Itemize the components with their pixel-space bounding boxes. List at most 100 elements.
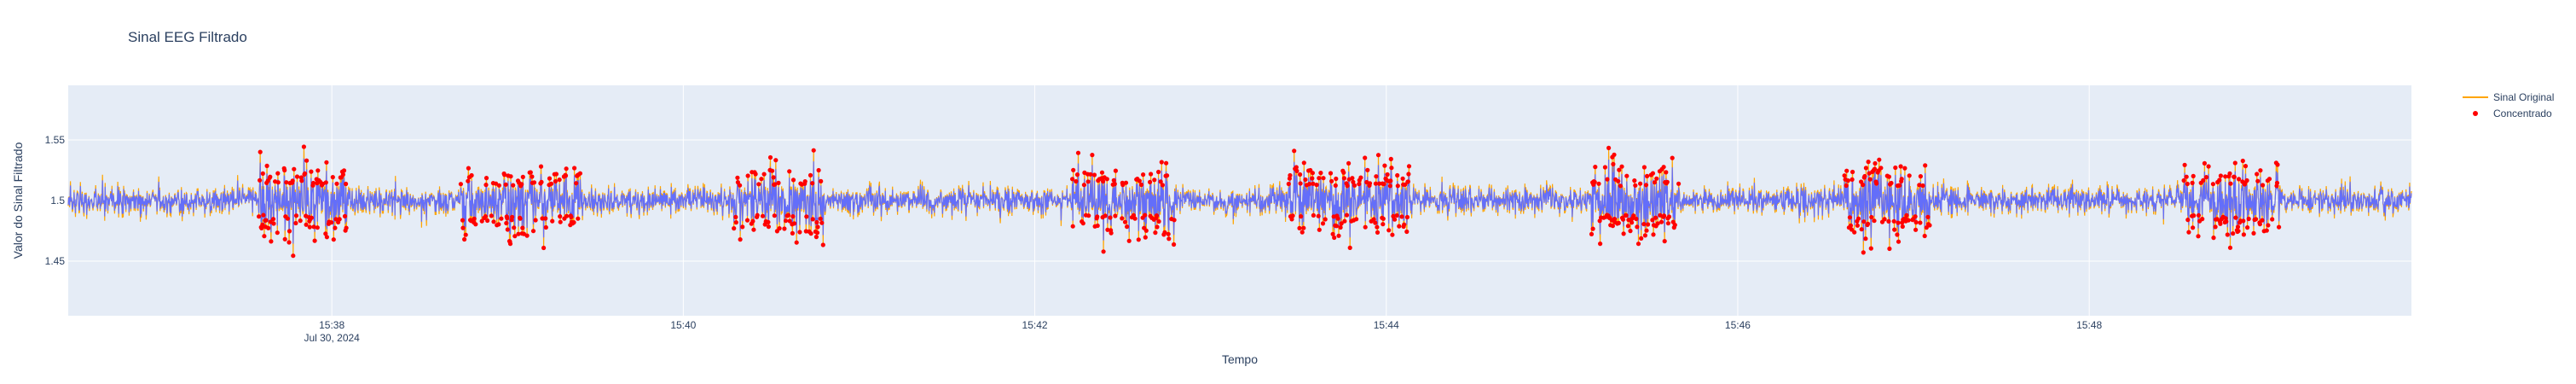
concentrado-point — [1330, 231, 1335, 236]
concentrado-point — [756, 182, 761, 187]
concentrado-point — [2217, 177, 2222, 183]
concentrado-point — [258, 177, 263, 183]
concentrado-point — [1113, 168, 1118, 173]
concentrado-point — [270, 217, 276, 222]
concentrado-point — [1377, 181, 1382, 186]
concentrado-point — [507, 241, 513, 247]
concentrado-point — [1120, 216, 1125, 221]
concentrado-point — [1397, 224, 1402, 229]
concentrado-point — [1375, 224, 1380, 230]
concentrado-point — [1672, 223, 1677, 228]
concentrado-point — [1358, 175, 1363, 180]
concentrado-point — [1329, 178, 1334, 183]
concentrado-point — [1666, 214, 1672, 219]
concentrado-point — [304, 158, 310, 163]
concentrado-point — [1086, 213, 1091, 218]
concentrado-point — [1589, 231, 1595, 236]
concentrado-point — [2228, 181, 2233, 186]
concentrado-point — [275, 230, 280, 236]
concentrado-point — [767, 154, 773, 160]
concentrado-point — [1297, 225, 1302, 230]
concentrado-point — [1617, 167, 1622, 172]
concentrado-point — [1392, 217, 1398, 222]
concentrado-point — [1149, 172, 1154, 177]
concentrado-point — [1298, 181, 1303, 186]
concentrado-point — [761, 172, 767, 177]
concentrado-point — [1610, 224, 1615, 229]
concentrado-point — [1328, 171, 1334, 176]
concentrado-point — [1365, 167, 1370, 172]
concentrado-point — [564, 166, 569, 172]
concentrado-point — [264, 163, 269, 168]
concentrado-point — [499, 216, 504, 221]
concentrado-point — [1399, 214, 1404, 219]
concentrado-point — [1896, 239, 1902, 244]
concentrado-point — [1882, 217, 1887, 222]
concentrado-point — [1131, 212, 1137, 218]
concentrado-point — [1406, 172, 1411, 177]
concentrado-point — [2277, 224, 2282, 230]
concentrado-point — [553, 178, 559, 184]
concentrado-point — [541, 245, 547, 251]
legend-item-sinal-original[interactable]: Sinal Original — [2463, 91, 2554, 103]
legend-item-concentrado[interactable]: Concentrado — [2473, 108, 2552, 119]
concentrado-point — [732, 226, 737, 231]
concentrado-point — [766, 224, 772, 230]
concentrado-point — [1650, 218, 1655, 223]
concentrado-point — [260, 222, 265, 227]
concentrado-point — [2254, 217, 2259, 222]
concentrado-point — [1137, 178, 1142, 183]
concentrado-point — [1316, 213, 1321, 218]
concentrado-point — [1602, 165, 1607, 170]
concentrado-point — [1101, 249, 1106, 254]
concentrado-point — [1394, 212, 1399, 218]
y-tick-label: 1.5 — [50, 195, 65, 207]
concentrado-point — [293, 220, 298, 226]
concentrado-point — [2264, 228, 2269, 233]
concentrado-point — [1923, 163, 1928, 168]
concentrado-point — [1661, 165, 1666, 170]
concentrado-point — [2203, 175, 2209, 180]
concentrado-point — [1621, 231, 1626, 236]
concentrado-point — [331, 237, 336, 242]
concentrado-point — [266, 225, 271, 230]
concentrado-point — [2181, 177, 2186, 183]
concentrado-point — [512, 225, 517, 230]
concentrado-point — [344, 181, 349, 187]
concentrado-point — [2240, 158, 2245, 164]
concentrado-point — [771, 175, 776, 180]
concentrado-point — [469, 172, 474, 178]
concentrado-point — [334, 181, 339, 186]
concentrado-point — [2182, 162, 2187, 167]
concentrado-point — [773, 182, 778, 187]
concentrado-point — [1352, 183, 1357, 188]
concentrado-point — [563, 173, 569, 178]
concentrado-point — [1310, 171, 1315, 176]
concentrado-point — [1404, 229, 1410, 235]
concentrado-point — [309, 169, 314, 174]
concentrado-point — [1642, 233, 1647, 238]
concentrado-point — [1635, 241, 1641, 247]
concentrado-point — [342, 213, 348, 218]
concentrado-point — [479, 218, 484, 224]
concentrado-point — [1844, 168, 1850, 173]
concentrado-point — [1920, 183, 1925, 189]
concentrado-point — [1917, 183, 1922, 188]
concentrado-point — [1653, 215, 1658, 220]
concentrado-point — [1387, 183, 1392, 189]
concentrado-point — [1632, 178, 1637, 183]
concentrado-point — [2211, 236, 2216, 241]
concentrado-point — [1619, 164, 1624, 169]
concentrado-point — [1164, 160, 1169, 166]
concentrado-point — [815, 224, 820, 230]
concentrado-point — [1638, 181, 1643, 186]
concentrado-point — [571, 220, 576, 225]
concentrado-point — [1350, 176, 1355, 181]
concentrado-point — [1080, 221, 1085, 226]
legend[interactable]: Sinal Original Concentrado — [2463, 91, 2554, 119]
concentrado-point — [808, 231, 813, 236]
concentrado-point — [2258, 168, 2263, 173]
concentrado-point — [1132, 216, 1137, 221]
concentrado-point — [1345, 183, 1350, 189]
concentrado-point — [1869, 214, 1874, 220]
